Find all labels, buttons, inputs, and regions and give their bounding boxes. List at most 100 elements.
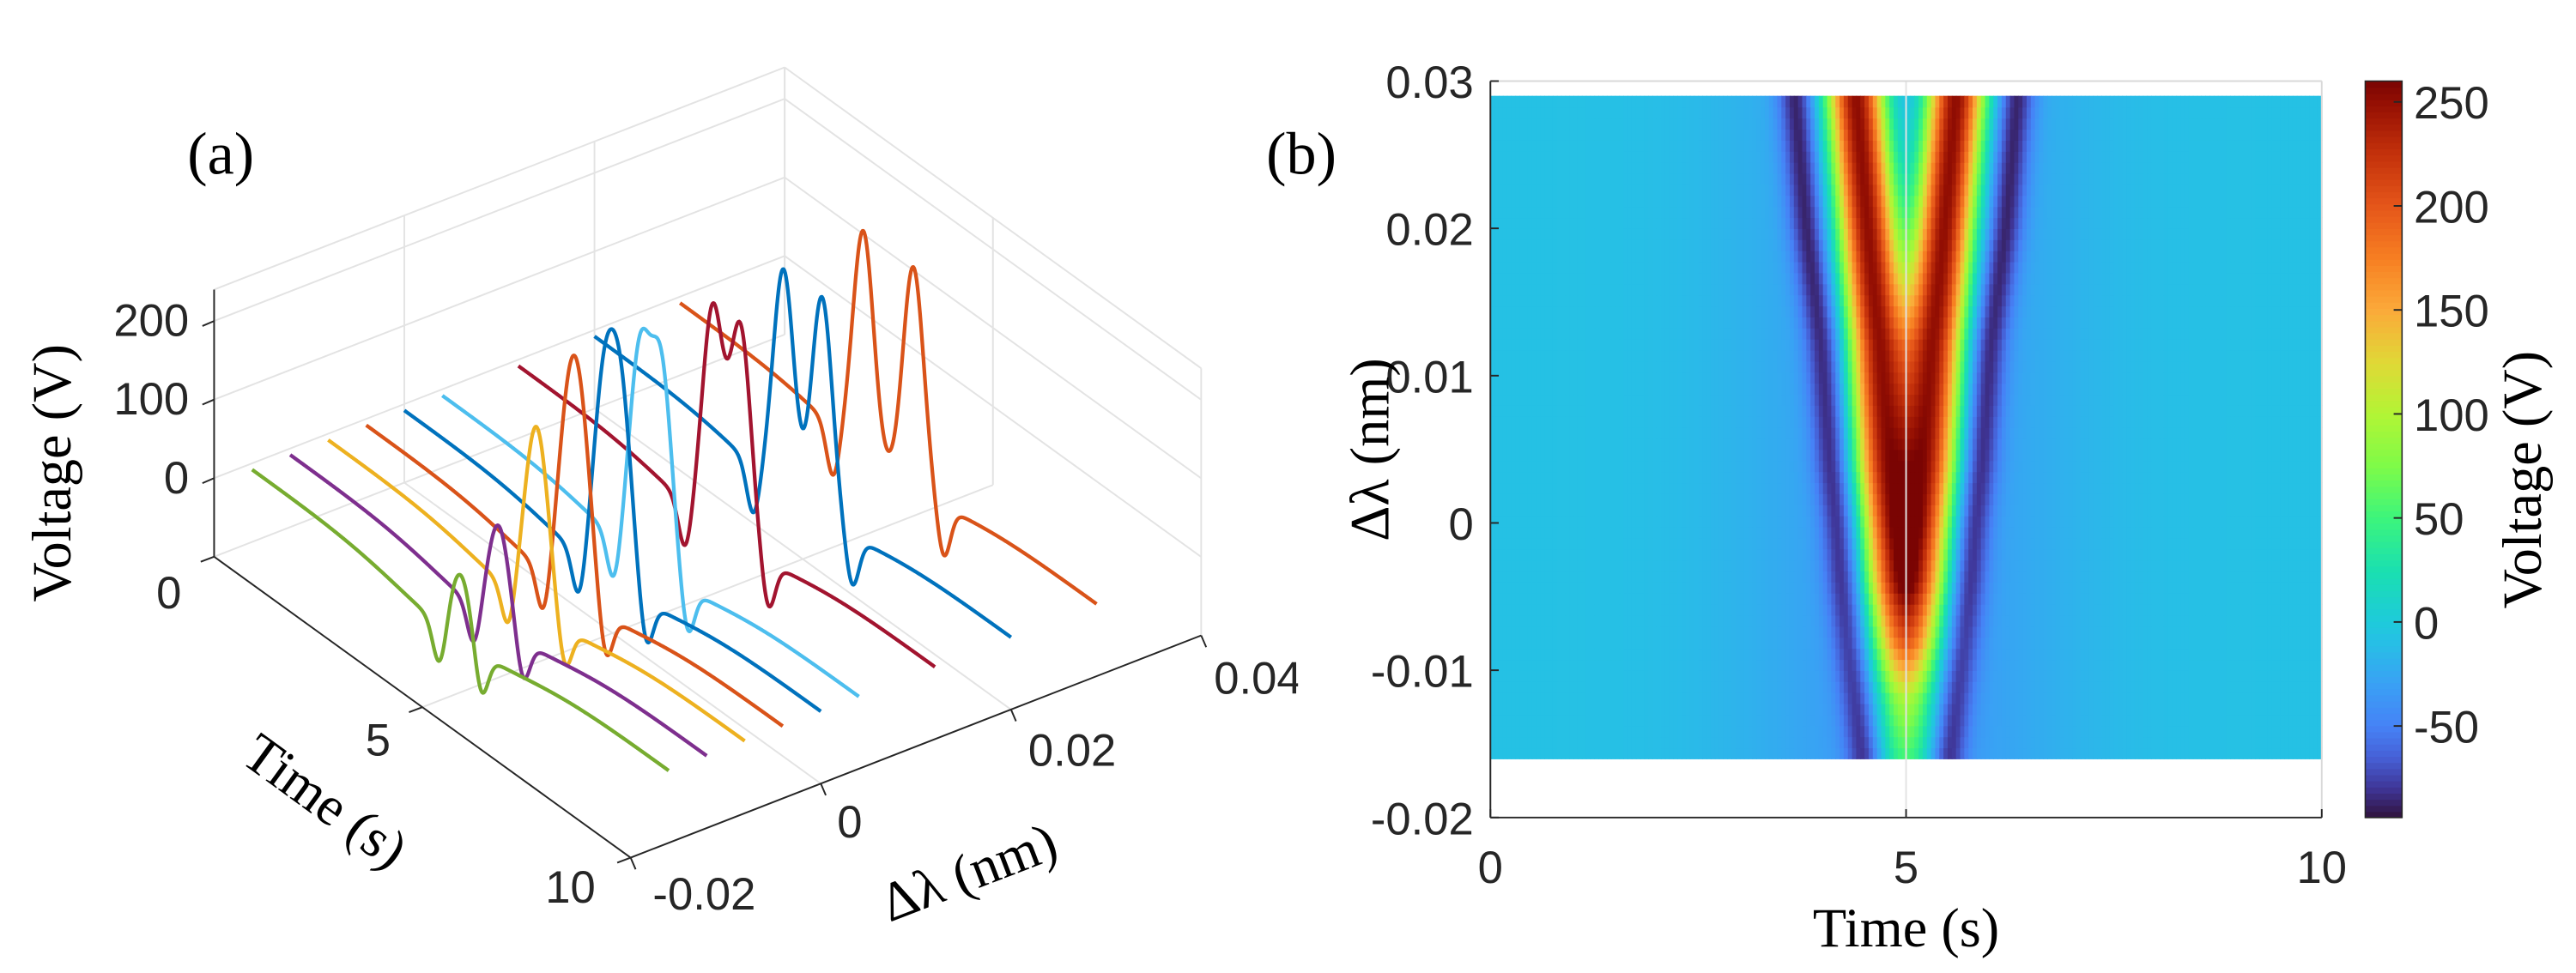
heatmap-cell [1827, 493, 1833, 505]
heatmap-cell [2155, 593, 2161, 605]
heatmap-cell [1594, 703, 1599, 716]
heatmap-cell [1552, 526, 1558, 539]
heatmap-cell [2246, 537, 2252, 550]
heatmap-cell [1894, 526, 1899, 539]
heatmap-cell [1590, 537, 1596, 550]
voltage-curve [365, 354, 785, 728]
heatmap-cell [1540, 482, 1546, 494]
heatmap-cell [1682, 637, 1687, 650]
heatmap-cell [1610, 703, 1616, 716]
heatmap-cell [2221, 559, 2227, 572]
heatmap-cell [1714, 703, 1720, 716]
heatmap-cell [1506, 593, 1512, 605]
heatmap-cell [1960, 681, 1966, 693]
heatmap-cell [2317, 747, 2323, 759]
heatmap-cell [2034, 714, 2040, 727]
heatmap-cell [1997, 537, 2003, 550]
heatmap-cell [2055, 537, 2061, 550]
heatmap-cell [1718, 505, 1724, 517]
heatmap-cell [1847, 736, 1853, 749]
heatmap-cell [1768, 548, 1774, 561]
heatmap-cell [2172, 681, 2178, 693]
heatmap-cell [2080, 703, 2086, 716]
heatmap-cell [1910, 747, 1916, 759]
heatmap-cell [1552, 692, 1558, 704]
heatmap-cell [1689, 659, 1695, 671]
heatmap-cell [1822, 526, 1828, 539]
heatmap-cell [2101, 703, 2106, 716]
heatmap-cell [2097, 648, 2102, 661]
heatmap-cell [1756, 505, 1761, 517]
heatmap-cell [1743, 692, 1749, 704]
heatmap-cell [1540, 505, 1546, 517]
heatmap-cell [2118, 603, 2124, 616]
grid-line [214, 255, 785, 480]
heatmap-cell [2201, 582, 2206, 594]
heatmap-cell [2271, 648, 2277, 661]
heatmap-cell [2172, 526, 2178, 539]
heatmap-cell [2026, 747, 2032, 759]
heatmap-cell [1581, 714, 1587, 727]
heatmap-cell [1973, 626, 1978, 638]
heatmap-cell [1731, 736, 1737, 749]
heatmap-cell [2234, 659, 2240, 671]
heatmap-cell [1889, 659, 1894, 671]
heatmap-cell [1843, 593, 1849, 605]
heatmap-cell [2005, 681, 2011, 693]
heatmap-cell [1914, 593, 1919, 605]
heatmap-cell [1573, 603, 1579, 616]
heatmap-cell [1947, 526, 1953, 539]
heatmap-cell [2059, 648, 2065, 661]
heatmap-cell [1515, 593, 1520, 605]
heatmap-cell [2238, 692, 2244, 704]
heatmap-cell [1989, 505, 1995, 517]
heatmap-cell [1531, 603, 1537, 616]
heatmap-cell [2018, 482, 2023, 494]
heatmap-cell [2276, 637, 2282, 650]
heatmap-cell [2234, 505, 2240, 517]
heatmap-cell [1764, 582, 1770, 594]
heatmap-cell [1815, 526, 1820, 539]
heatmap-cell [1781, 526, 1786, 539]
heatmap-cell [1556, 482, 1562, 494]
heatmap-cell [1669, 493, 1675, 505]
heatmap-cell [1914, 603, 1919, 616]
heatmap-cell [1831, 681, 1837, 693]
heatmap-cell [1943, 659, 1949, 671]
heatmap-cell [1777, 571, 1783, 583]
heatmap-cell [2014, 526, 2020, 539]
heatmap-cell [1973, 725, 1978, 738]
heatmap-cell [2047, 626, 2052, 638]
heatmap-cell [1889, 603, 1894, 616]
heatmap-cell [2055, 681, 2061, 693]
heatmap-cell [2163, 582, 2169, 594]
heatmap-cell [2064, 736, 2070, 749]
heatmap-cell [1797, 515, 1803, 528]
heatmap-cell [2280, 515, 2285, 528]
heatmap-cell [1689, 505, 1695, 517]
heatmap-cell [2238, 559, 2244, 572]
heatmap-cell [1565, 725, 1571, 738]
heatmap-cell [1577, 582, 1583, 594]
heatmap-cell [1615, 526, 1621, 539]
heatmap-cell [1673, 571, 1678, 583]
heatmap-cell [1556, 582, 1562, 594]
heatmap-cell [2172, 582, 2178, 594]
heatmap-cell [1876, 692, 1882, 704]
heatmap-cell [1652, 692, 1658, 704]
heatmap-cell [2076, 593, 2082, 605]
heatmap-cell [1864, 637, 1870, 650]
heatmap-cell [1947, 670, 1953, 682]
heatmap-cell [1689, 714, 1695, 727]
heatmap-cell [2126, 593, 2131, 605]
heatmap-cell [1669, 614, 1675, 627]
heatmap-cell [1736, 714, 1741, 727]
heatmap-cell [1827, 482, 1833, 494]
heatmap-cell [1997, 659, 2003, 671]
heatmap-cell [1652, 548, 1658, 561]
heatmap-cell [2264, 515, 2269, 528]
heatmap-cell [2101, 681, 2106, 693]
heatmap-cell [1536, 659, 1542, 671]
heatmap-cell [1623, 593, 1628, 605]
heatmap-cell [1894, 537, 1899, 550]
